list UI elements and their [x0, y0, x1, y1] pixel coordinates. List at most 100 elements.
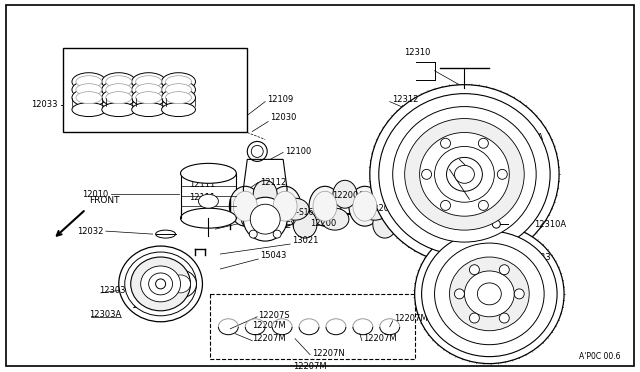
Ellipse shape: [515, 289, 524, 299]
Ellipse shape: [477, 283, 501, 305]
Ellipse shape: [247, 141, 268, 161]
Ellipse shape: [198, 194, 218, 208]
Ellipse shape: [164, 270, 196, 298]
Ellipse shape: [162, 103, 195, 116]
Ellipse shape: [102, 81, 136, 99]
Ellipse shape: [119, 246, 202, 322]
Text: 12200A: 12200A: [332, 191, 364, 200]
Text: 00926-S1600: 00926-S1600: [272, 208, 323, 217]
Ellipse shape: [136, 84, 162, 96]
Text: 12207M: 12207M: [293, 362, 327, 371]
Ellipse shape: [293, 210, 317, 238]
Ellipse shape: [313, 191, 337, 221]
Text: 12030: 12030: [270, 113, 296, 122]
Ellipse shape: [162, 81, 195, 99]
Ellipse shape: [353, 191, 377, 221]
Ellipse shape: [447, 157, 483, 191]
Ellipse shape: [72, 81, 106, 99]
Ellipse shape: [435, 147, 494, 202]
Ellipse shape: [370, 85, 559, 264]
Ellipse shape: [478, 201, 488, 211]
Ellipse shape: [253, 180, 277, 208]
Ellipse shape: [250, 204, 280, 234]
Ellipse shape: [499, 265, 509, 275]
Ellipse shape: [379, 94, 550, 255]
Ellipse shape: [249, 230, 257, 238]
Ellipse shape: [72, 89, 106, 107]
Ellipse shape: [243, 197, 287, 241]
Ellipse shape: [492, 135, 500, 144]
Text: 12207S: 12207S: [258, 311, 290, 320]
Ellipse shape: [252, 145, 263, 157]
Ellipse shape: [492, 220, 500, 228]
Text: 12111: 12111: [189, 193, 216, 202]
Ellipse shape: [273, 230, 281, 238]
Ellipse shape: [76, 92, 102, 104]
Ellipse shape: [309, 186, 341, 226]
Ellipse shape: [72, 103, 106, 116]
Text: 32202: 32202: [394, 191, 420, 200]
Ellipse shape: [393, 107, 536, 242]
Text: 12333: 12333: [524, 253, 551, 262]
Ellipse shape: [106, 92, 132, 104]
Bar: [63, 48, 247, 132]
Ellipse shape: [469, 313, 479, 323]
Ellipse shape: [166, 84, 191, 96]
Ellipse shape: [132, 73, 166, 91]
Text: 12310E: 12310E: [511, 153, 543, 162]
Text: 12100: 12100: [285, 147, 312, 156]
Ellipse shape: [241, 208, 269, 230]
Ellipse shape: [136, 92, 162, 104]
Ellipse shape: [136, 76, 162, 88]
Ellipse shape: [281, 198, 309, 220]
Bar: [211, 294, 415, 359]
Ellipse shape: [106, 76, 132, 88]
Ellipse shape: [497, 169, 508, 179]
Ellipse shape: [333, 180, 357, 208]
Ellipse shape: [162, 73, 195, 91]
Ellipse shape: [361, 198, 388, 220]
Ellipse shape: [156, 279, 166, 289]
Text: FRONT: FRONT: [89, 196, 120, 205]
Ellipse shape: [469, 265, 479, 275]
Ellipse shape: [132, 89, 166, 107]
Text: 12112: 12112: [260, 178, 287, 187]
Ellipse shape: [132, 81, 166, 99]
Ellipse shape: [269, 186, 301, 226]
Ellipse shape: [76, 76, 102, 88]
Text: AT: AT: [499, 191, 509, 200]
Text: 12033: 12033: [31, 100, 58, 109]
Ellipse shape: [102, 103, 136, 116]
Ellipse shape: [435, 243, 544, 345]
Text: 12032: 12032: [77, 227, 104, 235]
Text: 12303: 12303: [159, 264, 185, 273]
Ellipse shape: [490, 156, 502, 162]
Text: KEY: KEY: [280, 221, 296, 230]
Ellipse shape: [393, 191, 417, 221]
Text: 12207N: 12207N: [312, 349, 345, 358]
Text: 12303A: 12303A: [89, 310, 121, 319]
Ellipse shape: [166, 92, 191, 104]
Ellipse shape: [422, 169, 431, 179]
Bar: [180, 173, 236, 218]
Ellipse shape: [156, 230, 175, 238]
Ellipse shape: [440, 138, 451, 148]
Text: 12207M: 12207M: [394, 314, 428, 323]
Ellipse shape: [449, 257, 529, 331]
Text: 12207M: 12207M: [252, 334, 286, 343]
Text: 12331: 12331: [513, 279, 540, 288]
Text: 15043: 15043: [260, 250, 287, 260]
Ellipse shape: [162, 89, 195, 107]
Ellipse shape: [72, 73, 106, 91]
Ellipse shape: [454, 166, 474, 183]
Ellipse shape: [422, 231, 557, 357]
Ellipse shape: [148, 273, 173, 295]
Text: 12310A: 12310A: [511, 133, 543, 142]
Ellipse shape: [321, 208, 349, 230]
Ellipse shape: [454, 289, 465, 299]
Ellipse shape: [171, 275, 191, 293]
Ellipse shape: [125, 252, 196, 316]
Text: 12111: 12111: [189, 180, 216, 189]
Text: 12330: 12330: [490, 304, 516, 313]
Text: A'P0C 00.6: A'P0C 00.6: [579, 352, 621, 360]
